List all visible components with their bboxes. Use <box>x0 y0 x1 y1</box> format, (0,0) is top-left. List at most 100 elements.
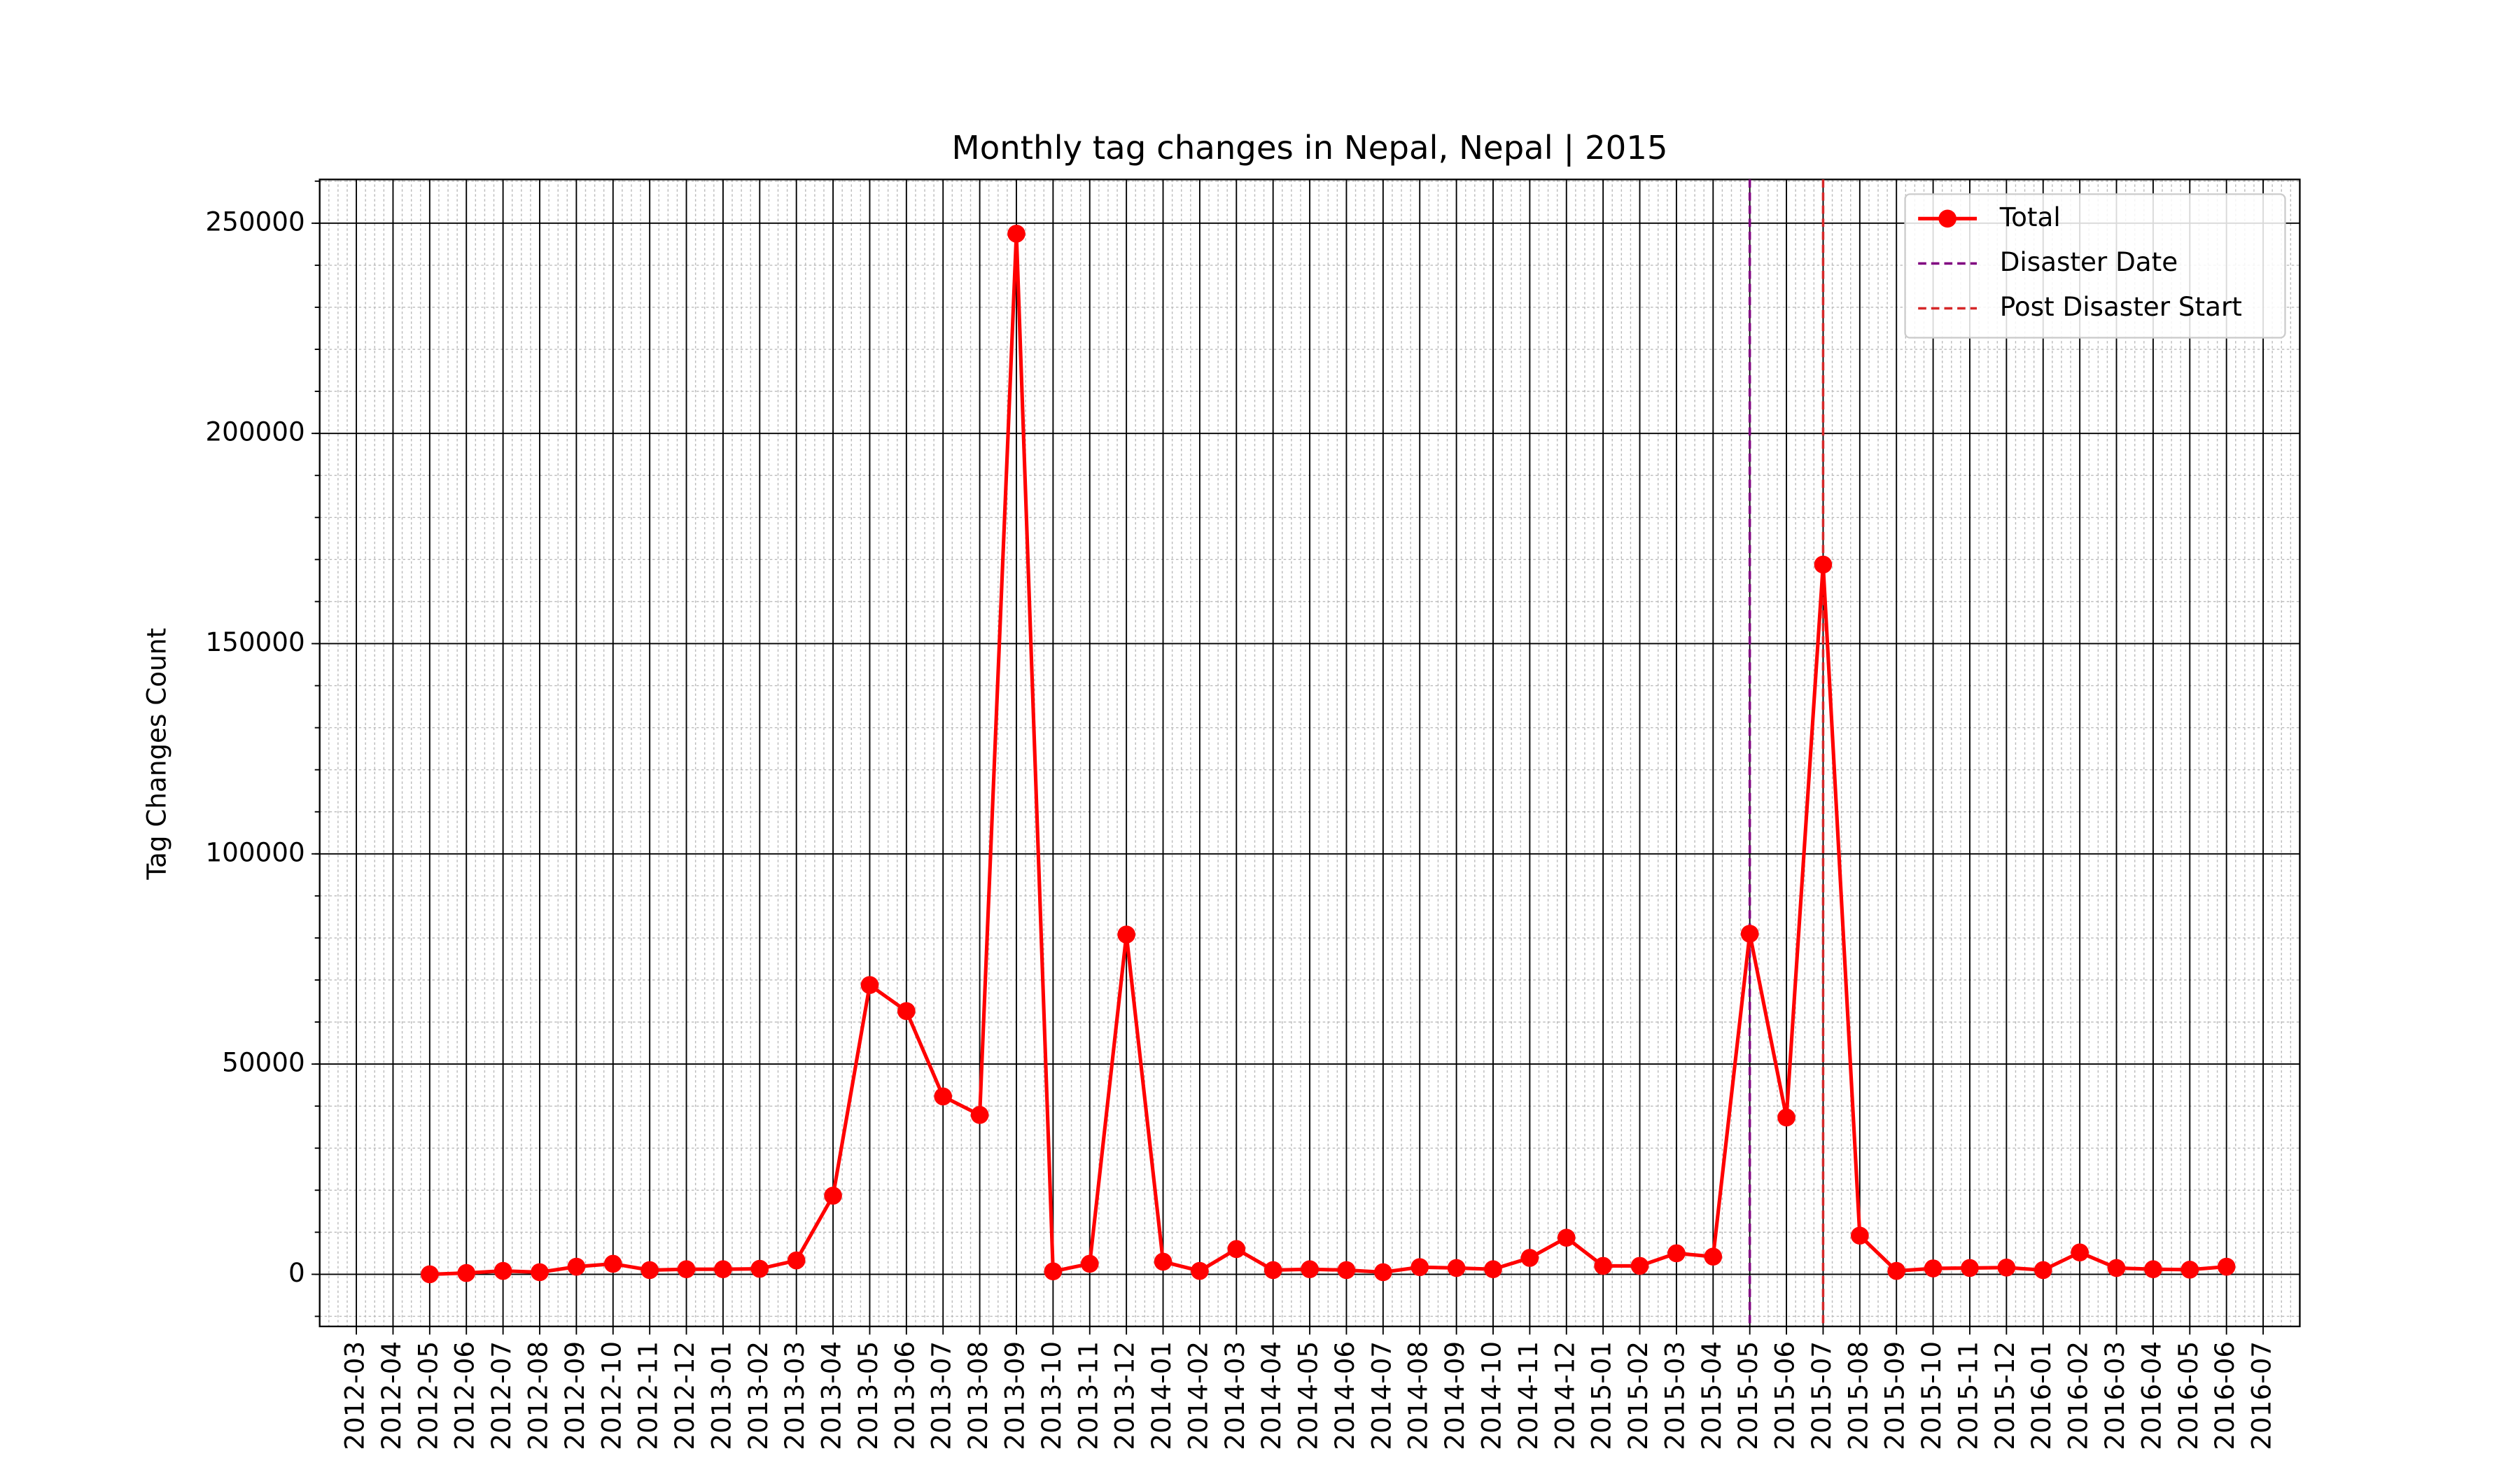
x-tick-label: 2013-11 <box>1072 1341 1103 1450</box>
data-point <box>1044 1262 1063 1281</box>
legend-box <box>1904 193 2286 339</box>
x-tick-label: 2013-05 <box>853 1341 883 1450</box>
x-tick-label: 2012-07 <box>486 1341 517 1450</box>
x-tick-label: 2012-10 <box>596 1341 626 1450</box>
data-point <box>750 1259 769 1278</box>
x-tick-label: 2016-06 <box>2209 1341 2240 1450</box>
x-tick-label: 2013-06 <box>889 1341 920 1450</box>
data-point <box>1227 1240 1246 1259</box>
y-tick-label: 100000 <box>205 836 304 867</box>
data-point <box>677 1260 696 1279</box>
x-tick-label: 2014-05 <box>1293 1341 1324 1450</box>
x-tick-label: 2012-05 <box>412 1341 443 1450</box>
x-tick-label: 2012-12 <box>669 1341 700 1450</box>
x-tick-label: 2015-03 <box>1659 1341 1690 1450</box>
x-tick-label: 2016-07 <box>2246 1341 2277 1450</box>
x-tick-label: 2013-09 <box>999 1341 1030 1450</box>
data-point <box>2107 1259 2126 1278</box>
legend-marker <box>1938 209 1956 228</box>
data-point <box>2180 1260 2199 1279</box>
x-tick-label: 2013-02 <box>743 1341 774 1450</box>
data-point <box>1520 1249 1539 1267</box>
data-point <box>1337 1261 1356 1280</box>
x-tick-label: 2015-09 <box>1879 1341 1910 1450</box>
data-point <box>531 1263 549 1282</box>
data-point <box>787 1251 806 1270</box>
chart-title: Monthly tag changes in Nepal, Nepal | 20… <box>952 129 1668 167</box>
x-tick-label: 2016-04 <box>2136 1341 2166 1450</box>
y-tick-label: 50000 <box>222 1047 305 1078</box>
data-point <box>1484 1260 1502 1279</box>
x-tick-label: 2013-07 <box>926 1341 957 1450</box>
data-point <box>1704 1247 1723 1266</box>
data-point <box>970 1105 989 1124</box>
x-tick-label: 2012-06 <box>449 1341 480 1450</box>
data-point <box>1924 1259 1942 1278</box>
data-point <box>1264 1261 1282 1280</box>
x-tick-label: 2015-05 <box>1732 1341 1763 1450</box>
x-tick-label: 2014-02 <box>1182 1341 1213 1450</box>
legend-label: Total <box>1999 202 2061 232</box>
data-point <box>1667 1244 1686 1263</box>
x-tick-label: 2012-08 <box>523 1341 554 1450</box>
data-point <box>934 1087 953 1106</box>
x-tick-label: 2013-12 <box>1110 1341 1140 1450</box>
data-point <box>714 1260 732 1279</box>
x-tick-label: 2015-02 <box>1623 1341 1653 1450</box>
data-point <box>2144 1260 2162 1279</box>
x-tick-label: 2014-12 <box>1549 1341 1580 1450</box>
data-point <box>2071 1243 2089 1262</box>
data-point <box>1447 1259 1466 1278</box>
data-point <box>640 1261 659 1280</box>
data-point <box>1630 1256 1649 1275</box>
x-tick-label: 2013-08 <box>962 1341 993 1450</box>
data-point <box>1007 225 1026 243</box>
data-point <box>1740 925 1759 943</box>
x-tick-label: 2013-03 <box>779 1341 810 1450</box>
data-point <box>2033 1261 2052 1280</box>
data-point <box>1301 1260 1319 1279</box>
x-tick-label: 2012-11 <box>633 1341 664 1450</box>
x-tick-label: 2015-10 <box>1916 1341 1947 1450</box>
x-tick-label: 2014-03 <box>1219 1341 1250 1450</box>
x-tick-label: 2013-01 <box>706 1341 736 1450</box>
x-tick-label: 2012-09 <box>559 1341 590 1450</box>
x-tick-label: 2016-02 <box>2063 1341 2094 1450</box>
x-tick-label: 2015-07 <box>1806 1341 1837 1450</box>
x-tick-label: 2016-05 <box>2173 1341 2204 1450</box>
data-point <box>1557 1228 1576 1247</box>
plot-frame <box>318 178 2301 1328</box>
x-tick-label: 2014-10 <box>1476 1341 1506 1450</box>
x-tick-label: 2012-03 <box>340 1341 370 1450</box>
data-point <box>1997 1258 2016 1277</box>
data-point <box>1814 555 1833 574</box>
x-tick-label: 2015-12 <box>1989 1341 2020 1450</box>
data-point <box>1594 1256 1612 1275</box>
data-point <box>1191 1261 1209 1280</box>
x-tick-label: 2015-08 <box>1842 1341 1873 1450</box>
y-axis-label: Tag Changes Count <box>141 628 172 881</box>
x-tick-label: 2015-11 <box>1952 1341 1983 1450</box>
y-tick-label: 150000 <box>205 626 304 657</box>
x-tick-label: 2014-08 <box>1403 1341 1434 1450</box>
data-point <box>567 1257 586 1276</box>
data-point <box>1777 1108 1795 1127</box>
x-tick-label: 2015-04 <box>1696 1341 1727 1450</box>
data-point <box>1117 925 1135 944</box>
legend-label: Disaster Date <box>2000 246 2178 277</box>
x-tick-label: 2014-01 <box>1146 1341 1177 1450</box>
x-tick-label: 2015-01 <box>1586 1341 1617 1450</box>
x-tick-label: 2015-06 <box>1770 1341 1800 1450</box>
x-tick-label: 2016-03 <box>2099 1341 2130 1450</box>
data-point <box>603 1254 622 1273</box>
data-point <box>2217 1257 2236 1276</box>
data-point <box>493 1261 512 1280</box>
data-point <box>457 1264 476 1282</box>
x-tick-label: 2014-06 <box>1329 1341 1360 1450</box>
x-tick-label: 2012-04 <box>376 1341 407 1450</box>
data-point <box>1080 1254 1099 1273</box>
y-tick-label: 250000 <box>205 206 304 237</box>
x-tick-label: 2014-11 <box>1513 1341 1544 1450</box>
data-point <box>1851 1226 1869 1245</box>
data-point <box>824 1186 842 1205</box>
